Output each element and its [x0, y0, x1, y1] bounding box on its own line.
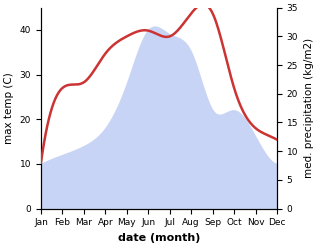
X-axis label: date (month): date (month)	[118, 233, 200, 243]
Y-axis label: max temp (C): max temp (C)	[4, 72, 14, 144]
Y-axis label: med. precipitation (kg/m2): med. precipitation (kg/m2)	[304, 38, 314, 178]
